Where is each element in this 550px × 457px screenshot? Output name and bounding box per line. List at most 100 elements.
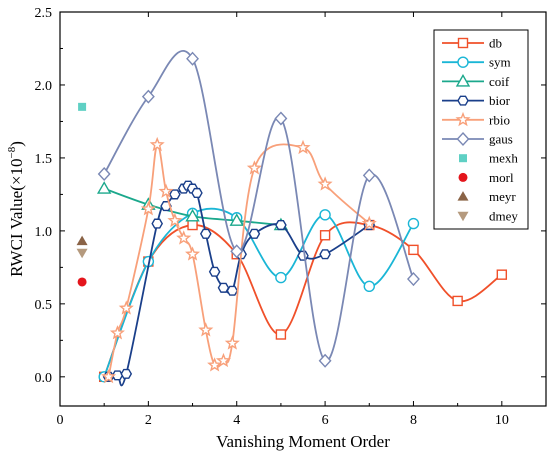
data-point-rbio [215, 352, 232, 368]
legend-marker-meyr [457, 191, 469, 201]
data-point-db [452, 295, 463, 307]
legend-label-morl: morl [489, 170, 514, 185]
legend-label-meyr: meyr [489, 189, 516, 204]
data-point-bior [199, 228, 212, 239]
data-point-bior [248, 228, 261, 239]
data-point-bior [226, 285, 239, 296]
x-tick-label: 0 [57, 413, 64, 428]
legend-marker-mexh [459, 154, 467, 163]
legend-label-dmey: dmey [489, 208, 518, 223]
legend-label-mexh: mexh [489, 151, 518, 166]
y-axis-title-sup: −8 [6, 146, 18, 158]
data-point-bior [217, 282, 230, 293]
legend: db sym coif bior rbio gaus mexh morl meyr dmey [433, 29, 529, 230]
legend-item-meyr: meyr [457, 189, 516, 204]
series-layer [76, 50, 508, 387]
data-point-rbio [317, 176, 333, 191]
series-bior [102, 180, 376, 387]
data-point-gaus [97, 166, 111, 182]
legend-item-db: db [442, 36, 502, 51]
data-point-rbio [207, 357, 223, 372]
data-point-dmey [76, 248, 88, 259]
data-point-coif [96, 181, 112, 194]
legend-item-dmey: dmey [457, 208, 518, 223]
data-point-rbio [109, 325, 125, 340]
y-axis-title: RWCI Value(×10−8) [6, 141, 26, 277]
data-point-rbio [361, 215, 377, 231]
series-dmey [76, 248, 88, 259]
legend-item-morl: morl [458, 170, 514, 185]
legend-item-gaus: gaus [442, 132, 513, 147]
data-point-gaus [141, 89, 155, 104]
legend-marker-dmey [457, 211, 469, 222]
y-tick-label: 0.0 [35, 371, 53, 386]
data-point-db [275, 329, 287, 340]
data-point-bior [208, 266, 221, 277]
data-point-sym [275, 271, 287, 284]
y-axis-title-exponent: (×10 [7, 159, 26, 191]
data-point-gaus [407, 272, 420, 287]
data-point-rbio [246, 160, 262, 175]
data-point-rbio [140, 201, 156, 216]
series-morl [77, 277, 87, 287]
data-point-mexh [78, 102, 87, 111]
y-tick-label: 2.0 [35, 79, 53, 94]
x-tick-label: 10 [495, 413, 509, 428]
data-point-coif [229, 213, 244, 226]
legend-marker-sym [457, 56, 469, 68]
y-tick-label: 0.5 [35, 298, 53, 313]
data-point-gaus [362, 168, 376, 183]
legend-marker-morl [458, 172, 468, 182]
x-tick-label: 8 [410, 413, 417, 428]
series-mexh [78, 102, 87, 111]
legend-label-gaus: gaus [489, 132, 513, 147]
legend-label-coif: coif [489, 74, 510, 89]
series-meyr [76, 235, 88, 246]
legend-item-rbio: rbio [442, 111, 510, 127]
data-point-coif [185, 208, 200, 222]
legend-box [433, 29, 529, 230]
x-axis-title: Vanishing Moment Order [216, 432, 390, 451]
legend-marker-gaus [456, 131, 470, 147]
data-point-sym [319, 209, 331, 221]
legend-item-mexh: mexh [459, 151, 518, 166]
y-axis-title-main: RWCI Value [7, 191, 26, 277]
legend-marker-rbio [455, 111, 471, 127]
legend-marker-coif [455, 73, 471, 87]
data-point-morl [77, 277, 87, 287]
legend-item-sym: sym [442, 55, 511, 70]
x-tick-label: 6 [322, 413, 329, 428]
data-point-bior [120, 368, 133, 379]
data-point-rbio [224, 335, 240, 350]
data-point-bior [151, 218, 164, 229]
data-point-rbio [185, 246, 201, 261]
data-point-gaus [186, 51, 199, 66]
legend-item-bior: bior [442, 93, 511, 108]
data-point-db [408, 244, 419, 256]
data-point-bior [169, 189, 181, 200]
data-point-bior [297, 250, 309, 261]
data-point-rbio [198, 322, 214, 337]
data-point-rbio [176, 230, 192, 245]
data-point-rbio [101, 368, 117, 384]
legend-label-db: db [489, 36, 502, 51]
legend-label-rbio: rbio [489, 112, 510, 127]
data-point-bior [319, 249, 331, 260]
legend-label-sym: sym [489, 55, 511, 70]
y-tick-label: 2.5 [35, 6, 53, 21]
data-point-rbio [118, 300, 134, 315]
data-point-sym [363, 280, 375, 293]
x-tick-label: 2 [145, 413, 152, 428]
legend-label-bior: bior [489, 93, 511, 108]
y-tick-label: 1.0 [35, 225, 53, 240]
series-gaus [97, 50, 420, 368]
legend-marker-db [457, 37, 469, 49]
legend-item-coif: coif [442, 74, 510, 89]
data-point-db [496, 269, 508, 280]
data-point-db [187, 219, 198, 231]
data-point-gaus [318, 353, 332, 368]
x-tick-label: 4 [233, 413, 240, 428]
y-tick-label: 1.5 [35, 152, 53, 167]
data-point-rbio [158, 183, 174, 198]
